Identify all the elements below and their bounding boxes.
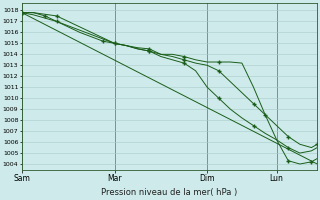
X-axis label: Pression niveau de la mer( hPa ): Pression niveau de la mer( hPa ) [101,188,238,197]
